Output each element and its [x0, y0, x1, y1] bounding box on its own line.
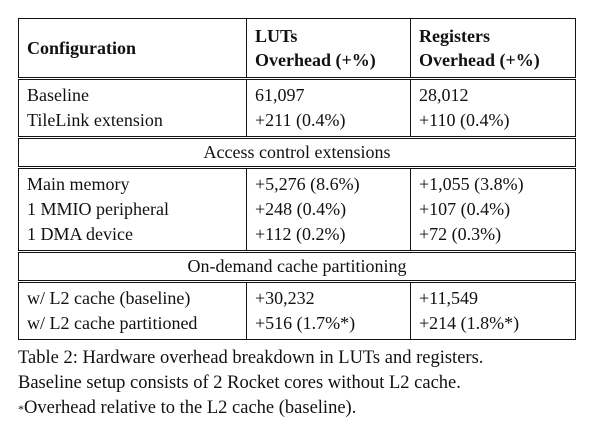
cell-registers: +107 (0.4%) — [410, 197, 576, 222]
cell-luts: +248 (0.4%) — [246, 197, 411, 222]
header-registers-subtitle: Overhead (+%) — [419, 50, 540, 70]
cell-config: Baseline — [18, 77, 247, 108]
results-table-container: Configuration LUTs Overhead (+%) Registe… — [18, 18, 576, 340]
table-row: Main memory +5,276 (8.6%) +1,055 (3.8%) — [18, 166, 576, 197]
cell-config: w/ L2 cache partitioned — [18, 311, 247, 340]
cell-config: Main memory — [18, 166, 247, 197]
table-header-row: Configuration LUTs Overhead (+%) Registe… — [18, 18, 576, 79]
cell-registers: +72 (0.3%) — [410, 222, 576, 252]
footnote-marker: * — [18, 402, 24, 416]
cell-luts: +30,232 — [246, 280, 411, 311]
header-configuration: Configuration — [18, 18, 247, 79]
cell-luts: +112 (0.2%) — [246, 222, 411, 252]
header-registers-title: Registers — [419, 26, 490, 46]
hardware-overhead-table: Configuration LUTs Overhead (+%) Registe… — [18, 18, 576, 340]
caption-line-2: Baseline setup consists of 2 Rocket core… — [18, 373, 461, 393]
cell-registers: +11,549 — [410, 280, 576, 311]
cell-config: TileLink extension — [18, 108, 247, 138]
cell-config: 1 DMA device — [18, 222, 247, 252]
table-row: TileLink extension +211 (0.4%) +110 (0.4… — [18, 108, 576, 138]
section-title: On-demand cache partitioning — [18, 250, 576, 282]
footnote-text: Overhead relative to the L2 cache (basel… — [24, 398, 357, 418]
header-luts-subtitle: Overhead (+%) — [255, 50, 376, 70]
caption-line-3: *Overhead relative to the L2 cache (base… — [18, 396, 578, 421]
header-registers: Registers Overhead (+%) — [410, 18, 576, 79]
table-row: w/ L2 cache partitioned +516 (1.7%*) +21… — [18, 311, 576, 340]
cell-registers: +110 (0.4%) — [410, 108, 576, 138]
section-header-row: Access control extensions — [18, 136, 576, 168]
header-luts: LUTs Overhead (+%) — [246, 18, 411, 79]
table-row: 1 DMA device +112 (0.2%) +72 (0.3%) — [18, 222, 576, 252]
cell-registers: +214 (1.8%*) — [410, 311, 576, 340]
cell-luts: +5,276 (8.6%) — [246, 166, 411, 197]
cell-registers: +1,055 (3.8%) — [410, 166, 576, 197]
cell-config: w/ L2 cache (baseline) — [18, 280, 247, 311]
caption-line-1: Table 2: Hardware overhead breakdown in … — [18, 348, 484, 368]
section-header-row: On-demand cache partitioning — [18, 250, 576, 282]
table-caption: Table 2: Hardware overhead breakdown in … — [18, 346, 578, 421]
cell-luts: +211 (0.4%) — [246, 108, 411, 138]
cell-luts: 61,097 — [246, 77, 411, 108]
table-row: Baseline 61,097 28,012 — [18, 77, 576, 108]
cell-luts: +516 (1.7%*) — [246, 311, 411, 340]
table-row: w/ L2 cache (baseline) +30,232 +11,549 — [18, 280, 576, 311]
cell-registers: 28,012 — [410, 77, 576, 108]
table-row: 1 MMIO peripheral +248 (0.4%) +107 (0.4%… — [18, 197, 576, 222]
header-luts-title: LUTs — [255, 26, 298, 46]
cell-config: 1 MMIO peripheral — [18, 197, 247, 222]
section-title: Access control extensions — [18, 136, 576, 168]
